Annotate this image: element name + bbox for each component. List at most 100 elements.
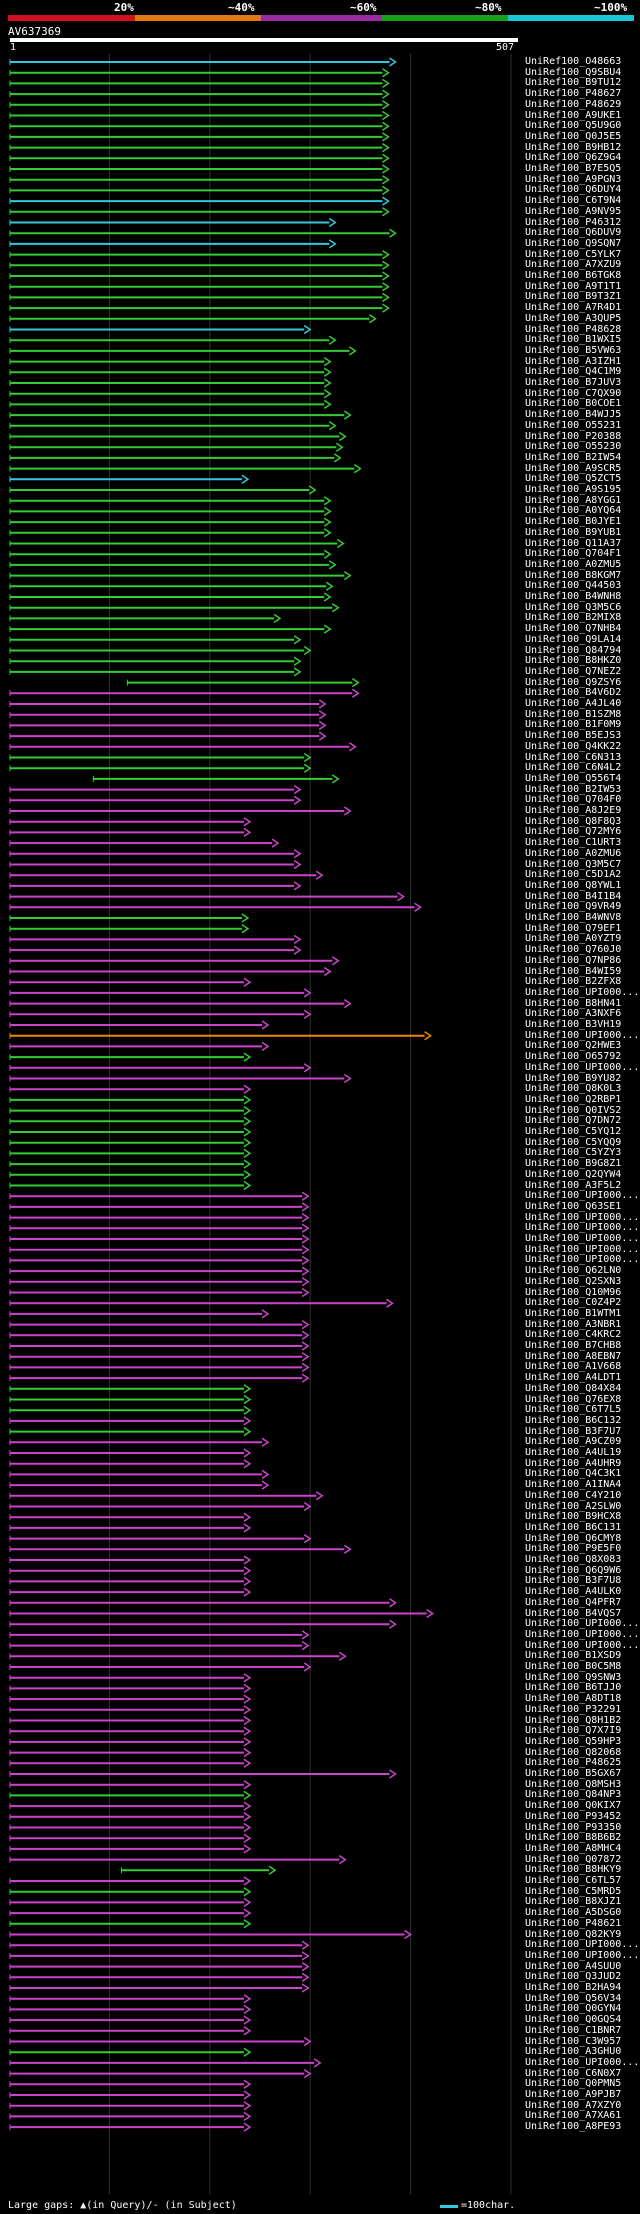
hit-label[interactable]: UniRef100_Q59HP3 xyxy=(525,1735,622,1747)
hit-label[interactable]: UniRef100_Q79EF1 xyxy=(525,922,622,934)
hit-label[interactable]: UniRef100_Q63SE1 xyxy=(525,1200,622,1212)
hit-label[interactable]: UniRef100_C6N4L2 xyxy=(525,762,622,774)
hit-label[interactable]: UniRef100_Q8K0L3 xyxy=(525,1083,622,1095)
hit-label[interactable]: UniRef100_C5MRD5 xyxy=(525,1885,622,1897)
hit-label[interactable]: UniRef100_B5VW63 xyxy=(525,344,622,356)
hit-label[interactable]: UniRef100_O48663 xyxy=(525,56,622,67)
hit-label[interactable]: UniRef100_B4WJJ5 xyxy=(525,409,622,421)
hit-label[interactable]: UniRef100_A3F5L2 xyxy=(525,1179,622,1191)
hit-label[interactable]: UniRef100_C4KRC2 xyxy=(525,1329,622,1341)
hit-label[interactable]: UniRef100_B0COE1 xyxy=(525,398,622,410)
hit-label[interactable]: UniRef100_B8XJZ1 xyxy=(525,1896,622,1908)
hit-label[interactable]: UniRef100_B1WXI5 xyxy=(525,334,622,346)
hit-label[interactable]: UniRef100_Q8X083 xyxy=(525,1554,622,1565)
hit-label[interactable]: UniRef100_C6T9N4 xyxy=(525,195,622,207)
hit-label[interactable]: UniRef100_Q72MY6 xyxy=(525,826,622,838)
hit-label[interactable]: UniRef100_UPI000... xyxy=(525,986,640,998)
hit-label[interactable]: UniRef100_A4ULK0 xyxy=(525,1586,622,1598)
hit-label[interactable]: UniRef100_B2IW54 xyxy=(525,451,622,463)
hit-label[interactable]: UniRef100_B9HCX8 xyxy=(525,1511,622,1523)
hit-label[interactable]: UniRef100_Q9SNW3 xyxy=(525,1671,622,1683)
hit-label[interactable]: UniRef100_B9T3Z1 xyxy=(525,291,622,303)
hit-label[interactable]: UniRef100_A7XA61 xyxy=(525,2110,622,2122)
hit-label[interactable]: UniRef100_UPI000... xyxy=(525,1211,640,1223)
hit-label[interactable]: UniRef100_Q0PMN5 xyxy=(525,2078,622,2090)
hit-label[interactable]: UniRef100_B4VQS7 xyxy=(525,1607,622,1619)
hit-label[interactable]: UniRef100_Q7DN72 xyxy=(525,1115,622,1127)
hit-label[interactable]: UniRef100_B1SZM8 xyxy=(525,708,622,720)
hit-label[interactable]: UniRef100_A0YZT9 xyxy=(525,933,622,945)
hit-label[interactable]: UniRef100_B7E5Q5 xyxy=(525,163,622,174)
hit-label[interactable]: UniRef100_B6C131 xyxy=(525,1521,622,1533)
hit-label[interactable]: UniRef100_Q62LN0 xyxy=(525,1265,622,1277)
hit-label[interactable]: UniRef100_C0Z4P2 xyxy=(525,1297,622,1309)
hit-label[interactable]: UniRef100_C5D1A2 xyxy=(525,869,622,881)
hit-label[interactable]: UniRef100_C6N313 xyxy=(525,751,622,763)
hit-label[interactable]: UniRef100_A8YGG1 xyxy=(525,494,622,506)
hit-label[interactable]: UniRef100_B8KGM7 xyxy=(525,569,622,581)
hit-label[interactable]: UniRef100_Q5ZCT5 xyxy=(525,473,622,485)
hit-label[interactable]: UniRef100_B4I1B4 xyxy=(525,890,622,902)
hit-label[interactable]: UniRef100_A9PGN3 xyxy=(525,173,622,185)
hit-label[interactable]: UniRef100_Q2RBP1 xyxy=(525,1093,622,1105)
hit-label[interactable]: UniRef100_P48629 xyxy=(525,98,622,110)
hit-label[interactable]: UniRef100_B6TGK8 xyxy=(525,270,622,281)
hit-label[interactable]: UniRef100_A3IZH1 xyxy=(525,355,622,367)
hit-label[interactable]: UniRef100_B6TJJ0 xyxy=(525,1682,622,1694)
hit-label[interactable]: UniRef100_UPI000... xyxy=(525,1233,640,1244)
hit-label[interactable]: UniRef100_A0ZMU6 xyxy=(525,847,622,859)
hit-label[interactable]: UniRef100_Q6DUY4 xyxy=(525,184,622,196)
hit-label[interactable]: UniRef100_Q7X7I9 xyxy=(525,1725,622,1737)
hit-label[interactable]: UniRef100_P20388 xyxy=(525,430,622,442)
hit-label[interactable]: UniRef100_A8J2E9 xyxy=(525,805,622,816)
hit-label[interactable]: UniRef100_Q44503 xyxy=(525,580,622,592)
hit-label[interactable]: UniRef100_B4WNH8 xyxy=(525,591,622,602)
hit-label[interactable]: UniRef100_UPI000... xyxy=(525,1243,640,1255)
hit-label[interactable]: UniRef100_Q0GYN4 xyxy=(525,2003,622,2015)
hit-label[interactable]: UniRef100_Q7NP86 xyxy=(525,954,622,966)
hit-label[interactable]: UniRef100_A2SLW0 xyxy=(525,1500,622,1512)
hit-label[interactable]: UniRef100_B8HKZ0 xyxy=(525,655,622,667)
hit-label[interactable]: UniRef100_P9E5F0 xyxy=(525,1543,622,1555)
hit-label[interactable]: UniRef100_C5YLK7 xyxy=(525,248,622,260)
hit-label[interactable]: UniRef100_UPI000... xyxy=(525,1939,640,1951)
hit-label[interactable]: UniRef100_B9YUB1 xyxy=(525,526,622,538)
hit-label[interactable]: UniRef100_B6C132 xyxy=(525,1414,622,1426)
hit-label[interactable]: UniRef100_A9SCR5 xyxy=(525,462,622,474)
hit-label[interactable]: UniRef100_P46312 xyxy=(525,216,622,228)
hit-label[interactable]: UniRef100_Q11A37 xyxy=(525,537,622,549)
hit-label[interactable]: UniRef100_A9UKE1 xyxy=(525,109,622,121)
hit-label[interactable]: UniRef100_Q4C1M9 xyxy=(525,366,622,378)
hit-label[interactable]: UniRef100_B5EJS3 xyxy=(525,730,622,742)
hit-label[interactable]: UniRef100_Q0IVS2 xyxy=(525,1104,622,1116)
hit-label[interactable]: UniRef100_A3QUP5 xyxy=(525,312,622,324)
hit-label[interactable]: UniRef100_P48621 xyxy=(525,1917,622,1929)
hit-label[interactable]: UniRef100_Q7NEZ2 xyxy=(525,665,622,677)
hit-label[interactable]: UniRef100_Q2HWE3 xyxy=(525,1040,622,1052)
hit-label[interactable]: UniRef100_P48625 xyxy=(525,1757,622,1769)
hit-label[interactable]: UniRef100_B1F0M9 xyxy=(525,719,622,731)
hit-label[interactable]: UniRef100_A7XZY0 xyxy=(525,2099,622,2111)
hit-label[interactable]: UniRef100_UPI000... xyxy=(525,1628,640,1640)
hit-label[interactable]: UniRef100_A0YQ64 xyxy=(525,505,622,517)
hit-label[interactable]: UniRef100_A8DT18 xyxy=(525,1693,622,1705)
hit-label[interactable]: UniRef100_Q07872 xyxy=(525,1853,622,1865)
hit-label[interactable]: UniRef100_B7JUV3 xyxy=(525,377,622,388)
hit-label[interactable]: UniRef100_Q704F0 xyxy=(525,794,622,806)
hit-label[interactable]: UniRef100_A4LDT1 xyxy=(525,1372,622,1384)
hit-label[interactable]: UniRef100_B7CHB8 xyxy=(525,1340,622,1351)
hit-label[interactable]: UniRef100_A3NBR1 xyxy=(525,1318,622,1330)
hit-label[interactable]: UniRef100_C6TL57 xyxy=(525,1875,622,1886)
hit-label[interactable]: UniRef100_B8B6B2 xyxy=(525,1832,622,1844)
hit-label[interactable]: UniRef100_Q3JUD2 xyxy=(525,1971,622,1983)
hit-label[interactable]: UniRef100_P48627 xyxy=(525,88,622,100)
hit-label[interactable]: UniRef100_B4V6D2 xyxy=(525,687,622,699)
hit-label[interactable]: UniRef100_B2MIX8 xyxy=(525,612,622,624)
hit-label[interactable]: UniRef100_Q8MSH3 xyxy=(525,1778,622,1790)
hit-label[interactable]: UniRef100_UPI000... xyxy=(525,1029,640,1041)
hit-label[interactable]: UniRef100_Q0KIX7 xyxy=(525,1800,622,1812)
hit-label[interactable]: UniRef100_B5GX67 xyxy=(525,1768,622,1779)
hit-label[interactable]: UniRef100_C3W957 xyxy=(525,2035,622,2047)
hit-label[interactable]: UniRef100_B8HKY9 xyxy=(525,1864,622,1876)
hit-label[interactable]: UniRef100_B1XSD9 xyxy=(525,1650,622,1662)
